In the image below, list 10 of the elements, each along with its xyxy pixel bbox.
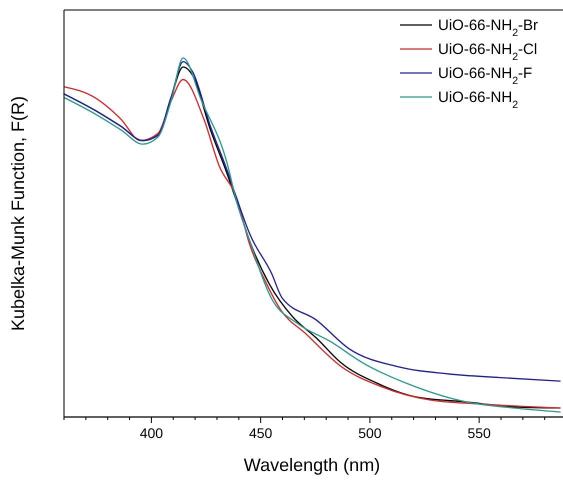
legend-label: UiO-66-NH$_{2}$-Cl xyxy=(438,41,538,63)
x-tick-label: 550 xyxy=(467,425,492,441)
legend-label: UiO-66-NH$_{2}$-F xyxy=(438,65,532,87)
x-tick-label: 400 xyxy=(140,425,164,441)
y-axis-title: Kubelka-Munk Function, F(R) xyxy=(8,96,28,332)
legend-label: UiO-66-NH$_{2}$ xyxy=(438,89,518,111)
x-axis-title: Wavelength (nm) xyxy=(244,455,380,475)
x-tick-label: 450 xyxy=(248,425,273,441)
x-tick-label: 500 xyxy=(358,425,382,441)
legend-label: UiO-66-NH$_{2}$-Br xyxy=(438,17,538,39)
